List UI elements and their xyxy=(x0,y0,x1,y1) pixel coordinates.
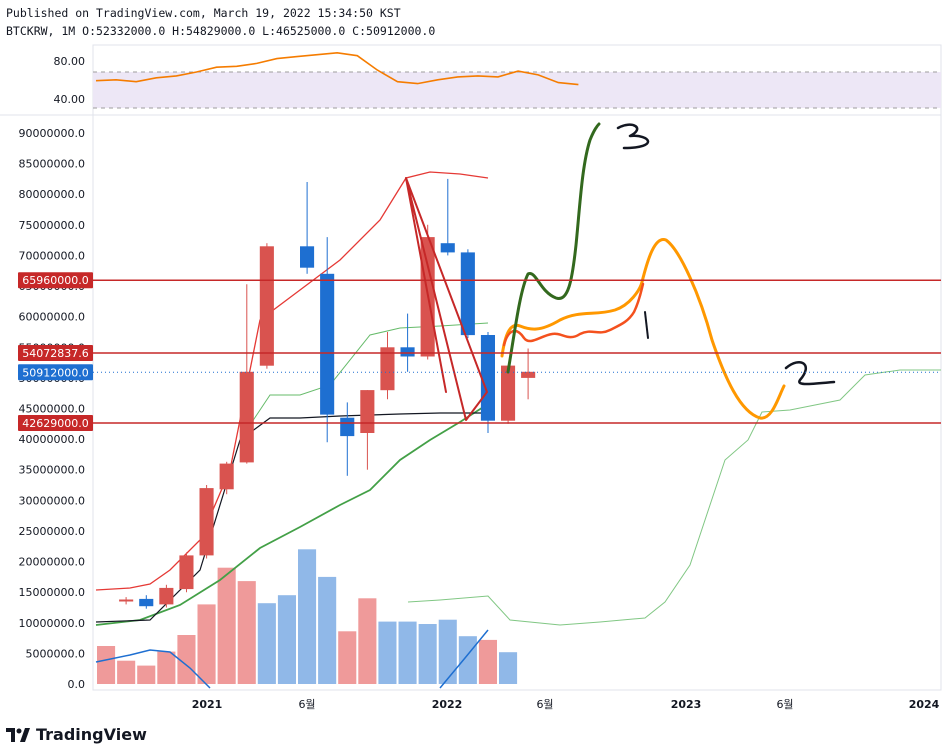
candle-body xyxy=(360,390,375,433)
macd-line xyxy=(95,649,211,689)
volume-bar xyxy=(338,631,357,684)
red-triangle-drawing xyxy=(405,177,488,421)
price-tick-label: 80000000.0 xyxy=(19,188,85,201)
candle-body xyxy=(320,273,335,415)
rsi-panel: 80.00 40.00 xyxy=(54,51,941,109)
x-tick-label: 2024 xyxy=(909,698,940,711)
sma-line xyxy=(95,412,488,623)
price-label-box xyxy=(18,272,93,289)
price-label-text: 50912000.0 xyxy=(22,366,88,379)
x-tick-label: 6월 xyxy=(536,698,553,711)
volume-bar xyxy=(157,651,176,684)
volume-bar xyxy=(97,646,116,684)
price-tick-label: 90000000.0 xyxy=(19,127,85,140)
orange-forecast-path xyxy=(500,238,786,420)
published-line: Published on TradingView.com, March 19, … xyxy=(6,6,401,20)
price-tick-label: 60000000.0 xyxy=(19,311,85,324)
macd-line-right xyxy=(439,629,489,689)
rsi-tick-40: 40.00 xyxy=(54,93,86,106)
volume-bar xyxy=(277,595,296,684)
upper-band-line xyxy=(95,171,489,591)
volume-bar xyxy=(217,567,236,684)
red-forecast-path xyxy=(502,282,645,347)
candle-body xyxy=(440,243,455,253)
volume-bar xyxy=(418,624,437,684)
price-tick-label: 35000000.0 xyxy=(19,464,85,477)
candle-body xyxy=(521,371,536,378)
candle-body xyxy=(159,587,174,605)
tradingview-logo-icon xyxy=(6,727,30,742)
volume-bar xyxy=(318,576,337,684)
annotation-3 xyxy=(616,123,650,150)
candle-body xyxy=(119,599,134,602)
symbol-ohlc-line: BTCKRW, 1M O:52332000.0 H:54829000.0 L:4… xyxy=(6,24,436,38)
annotation-1 xyxy=(644,311,649,339)
price-tick-label: 75000000.0 xyxy=(19,219,85,232)
tradingview-brand: TradingView xyxy=(36,725,147,744)
price-label-text: 54072837.6 xyxy=(22,347,88,360)
price-tick-label: 15000000.0 xyxy=(19,586,85,599)
price-tick-label: 10000000.0 xyxy=(19,617,85,630)
volume-bar xyxy=(177,635,196,684)
candle-body xyxy=(400,347,415,357)
price-tick-label: 25000000.0 xyxy=(19,525,85,538)
candle-body xyxy=(259,246,274,366)
price-label-box xyxy=(18,415,93,431)
volume-bar xyxy=(358,598,377,684)
price-tick-label: 5000000.0 xyxy=(26,647,86,660)
price-tick-label: 20000000.0 xyxy=(19,556,85,569)
candle-body xyxy=(139,598,154,607)
rsi-tick-80: 80.00 xyxy=(54,55,86,68)
ema-line xyxy=(95,403,489,626)
price-label-text: 42629000.0 xyxy=(22,417,88,430)
candle-body xyxy=(380,347,395,391)
candle-body xyxy=(199,488,214,556)
volume-bar xyxy=(117,660,136,684)
volume-bar xyxy=(298,549,317,684)
volume-bar xyxy=(257,603,276,684)
x-tick-label: 2023 xyxy=(671,698,702,711)
candle-body xyxy=(340,417,355,437)
candle-body xyxy=(480,335,495,421)
volume-bar xyxy=(378,621,397,684)
price-tick-label: 0.0 xyxy=(68,678,86,691)
candle-body xyxy=(239,371,254,463)
candle-body xyxy=(179,555,194,590)
candle-body xyxy=(501,365,516,421)
candle-body xyxy=(460,252,475,336)
price-tick-label: 30000000.0 xyxy=(19,494,85,507)
tradingview-footer: TradingView xyxy=(6,725,147,744)
x-tick-label: 2022 xyxy=(432,698,463,711)
price-label-box xyxy=(18,345,93,361)
price-tick-label: 40000000.0 xyxy=(19,433,85,446)
rsi-band xyxy=(93,72,941,108)
kumo-line-b xyxy=(407,369,941,626)
volume-bar xyxy=(237,581,256,684)
price-tick-label: 85000000.0 xyxy=(19,158,85,171)
volume-bar xyxy=(499,652,518,684)
price-tick-label: 70000000.0 xyxy=(19,249,85,262)
volume-bar xyxy=(438,619,457,684)
annotation-2 xyxy=(784,361,836,386)
dark-green-forecast-path xyxy=(506,122,601,374)
price-label-box xyxy=(18,364,93,381)
volume-bar xyxy=(478,639,497,684)
x-tick-label: 2021 xyxy=(192,698,223,711)
candle-body xyxy=(219,463,234,490)
volume-bar xyxy=(398,621,417,684)
volume-bar xyxy=(197,604,216,684)
price-tick-label: 45000000.0 xyxy=(19,403,85,416)
x-tick-label: 6월 xyxy=(298,698,315,711)
price-label-text: 65960000.0 xyxy=(22,274,88,287)
x-tick-label: 6월 xyxy=(776,698,793,711)
candle-body xyxy=(300,246,315,268)
volume-bar xyxy=(137,665,156,684)
volume-bar xyxy=(458,636,477,684)
rsi-line xyxy=(95,51,579,86)
